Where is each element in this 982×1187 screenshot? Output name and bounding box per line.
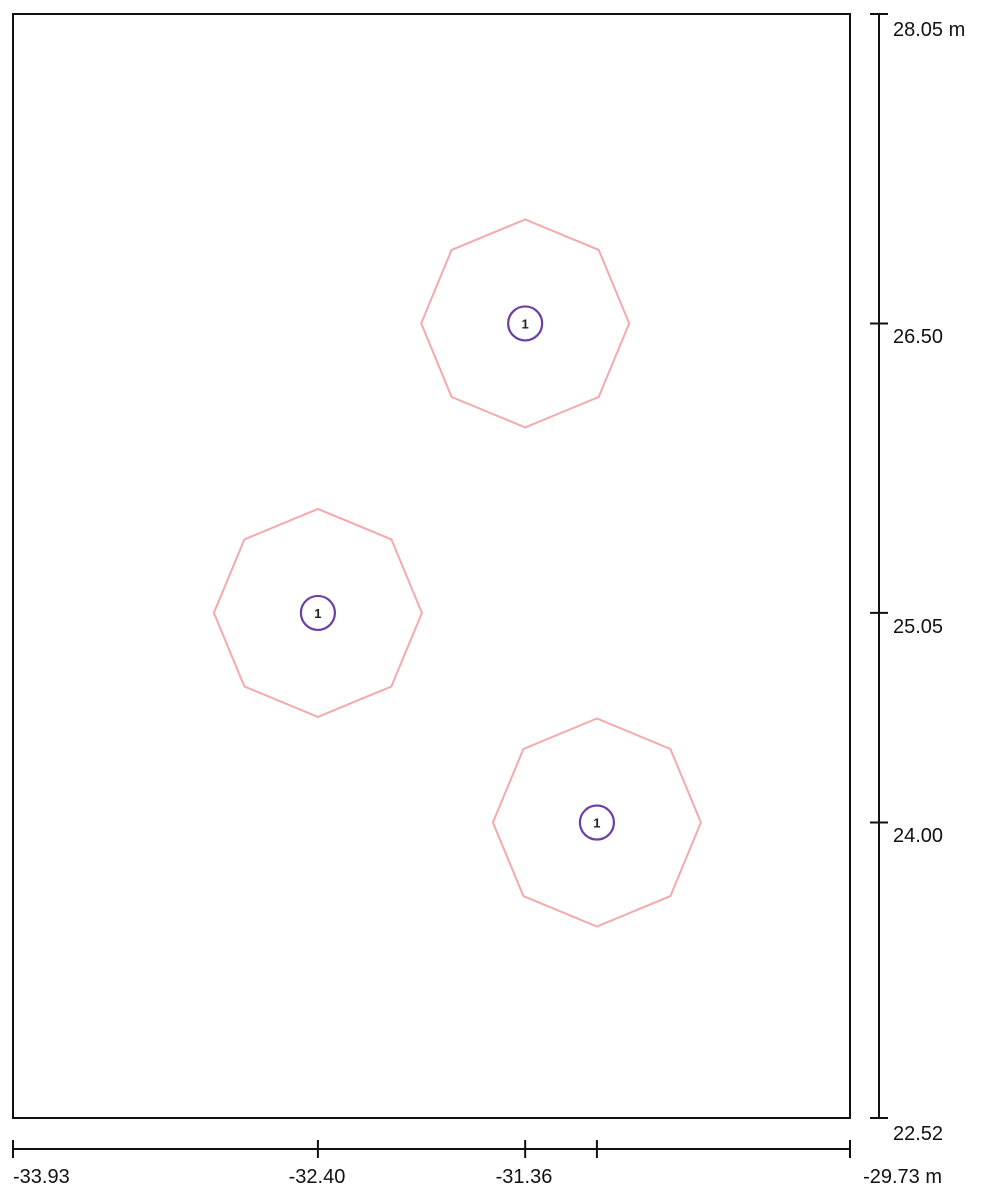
marker-label: 1	[593, 816, 600, 831]
octagon-outline	[212, 507, 423, 718]
marker-circle	[578, 804, 616, 841]
element-marker: 1	[507, 305, 544, 342]
y-tick-label-5: 22.52	[893, 1123, 943, 1145]
marker-circle	[507, 305, 544, 342]
x-axis: -33.93 -32.40 -31.36 -29.73 m	[12, 1140, 942, 1187]
y-axis: 28.05 m 26.50 25.05 24.00 22.52	[870, 13, 965, 1145]
marker-group: 1 1 1	[299, 305, 616, 841]
plan-frame	[12, 13, 851, 1119]
octagon-outline	[491, 717, 702, 928]
outline-group	[212, 218, 702, 928]
marker-circle	[299, 594, 337, 632]
element-marker: 1	[578, 804, 616, 841]
octagon-outline	[420, 218, 631, 429]
marker-label: 1	[314, 606, 321, 621]
element-marker: 1	[299, 594, 337, 632]
marker-label: 1	[522, 316, 529, 331]
y-tick-label-3: 25.05	[893, 616, 943, 638]
y-tick-label-1: 28.05 m	[893, 19, 965, 41]
x-tick-label-2: -32.40	[289, 1166, 346, 1187]
x-tick-label-4: -29.73 m	[863, 1166, 942, 1187]
y-tick-label-4: 24.00	[893, 825, 943, 847]
y-tick-label-2: 26.50	[893, 326, 943, 348]
x-tick-label-1: -33.93	[13, 1166, 70, 1187]
x-tick-label-3: -31.36	[496, 1166, 553, 1187]
